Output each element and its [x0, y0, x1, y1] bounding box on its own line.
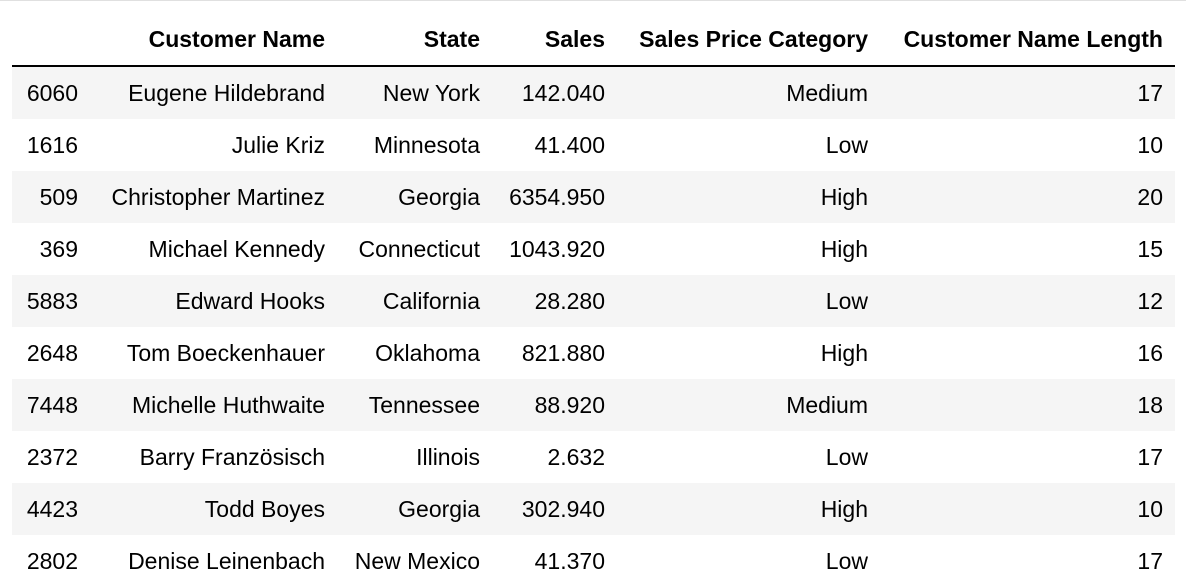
- cell-sales: 2.632: [492, 431, 617, 483]
- cell-customer-name: Christopher Martinez: [90, 171, 337, 223]
- cell-sales: 41.400: [492, 119, 617, 171]
- row-index: 2372: [12, 431, 90, 483]
- row-index: 1616: [12, 119, 90, 171]
- table-body: 6060 Eugene Hildebrand New York 142.040 …: [12, 66, 1175, 587]
- cell-customer-name: Edward Hooks: [90, 275, 337, 327]
- table-row: 6060 Eugene Hildebrand New York 142.040 …: [12, 66, 1175, 119]
- cell-sales: 1043.920: [492, 223, 617, 275]
- cell-customer-name-length: 18: [880, 379, 1175, 431]
- row-index: 4423: [12, 483, 90, 535]
- cell-state: New Mexico: [337, 535, 492, 587]
- row-index: 369: [12, 223, 90, 275]
- cell-sales-price-category: High: [617, 223, 880, 275]
- cell-customer-name: Julie Kriz: [90, 119, 337, 171]
- cell-sales-price-category: Low: [617, 431, 880, 483]
- row-index: 5883: [12, 275, 90, 327]
- cell-customer-name: Michelle Huthwaite: [90, 379, 337, 431]
- cell-sales-price-category: High: [617, 483, 880, 535]
- cell-state: Connecticut: [337, 223, 492, 275]
- table-row: 509 Christopher Martinez Georgia 6354.95…: [12, 171, 1175, 223]
- cell-customer-name: Michael Kennedy: [90, 223, 337, 275]
- table-row: 2648 Tom Boeckenhauer Oklahoma 821.880 H…: [12, 327, 1175, 379]
- cell-sales: 6354.950: [492, 171, 617, 223]
- table-row: 7448 Michelle Huthwaite Tennessee 88.920…: [12, 379, 1175, 431]
- header-customer-name: Customer Name: [90, 13, 337, 67]
- cell-customer-name: Todd Boyes: [90, 483, 337, 535]
- cell-sales: 821.880: [492, 327, 617, 379]
- table-row: 1616 Julie Kriz Minnesota 41.400 Low 10: [12, 119, 1175, 171]
- table-row: 4423 Todd Boyes Georgia 302.940 High 10: [12, 483, 1175, 535]
- cell-sales: 88.920: [492, 379, 617, 431]
- cell-customer-name: Tom Boeckenhauer: [90, 327, 337, 379]
- cell-state: Georgia: [337, 483, 492, 535]
- cell-customer-name-length: 15: [880, 223, 1175, 275]
- cell-customer-name-length: 10: [880, 119, 1175, 171]
- cell-customer-name-length: 12: [880, 275, 1175, 327]
- cell-sales-price-category: High: [617, 327, 880, 379]
- cell-sales: 302.940: [492, 483, 617, 535]
- cell-sales: 28.280: [492, 275, 617, 327]
- header-sales: Sales: [492, 13, 617, 67]
- cell-customer-name: Denise Leinenbach: [90, 535, 337, 587]
- dataframe-table: Customer Name State Sales Sales Price Ca…: [12, 13, 1175, 587]
- table-row: 2802 Denise Leinenbach New Mexico 41.370…: [12, 535, 1175, 587]
- cell-state: Tennessee: [337, 379, 492, 431]
- cell-state: New York: [337, 66, 492, 119]
- cell-sales: 41.370: [492, 535, 617, 587]
- cell-customer-name-length: 17: [880, 66, 1175, 119]
- cell-state: Oklahoma: [337, 327, 492, 379]
- cell-sales-price-category: Medium: [617, 66, 880, 119]
- row-index: 2648: [12, 327, 90, 379]
- cell-customer-name: Barry Französisch: [90, 431, 337, 483]
- row-index: 7448: [12, 379, 90, 431]
- table-row: 5883 Edward Hooks California 28.280 Low …: [12, 275, 1175, 327]
- cell-customer-name-length: 10: [880, 483, 1175, 535]
- table-row: 369 Michael Kennedy Connecticut 1043.920…: [12, 223, 1175, 275]
- row-index: 6060: [12, 66, 90, 119]
- cell-customer-name-length: 17: [880, 535, 1175, 587]
- cell-state: California: [337, 275, 492, 327]
- cell-state: Minnesota: [337, 119, 492, 171]
- cell-customer-name-length: 17: [880, 431, 1175, 483]
- cell-state: Georgia: [337, 171, 492, 223]
- cell-customer-name-length: 16: [880, 327, 1175, 379]
- header-state: State: [337, 13, 492, 67]
- cell-customer-name-length: 20: [880, 171, 1175, 223]
- cell-sales-price-category: Low: [617, 535, 880, 587]
- cell-sales: 142.040: [492, 66, 617, 119]
- cell-customer-name: Eugene Hildebrand: [90, 66, 337, 119]
- cell-sales-price-category: Low: [617, 275, 880, 327]
- header-customer-name-length: Customer Name Length: [880, 13, 1175, 67]
- header-row: Customer Name State Sales Sales Price Ca…: [12, 13, 1175, 67]
- table-row: 2372 Barry Französisch Illinois 2.632 Lo…: [12, 431, 1175, 483]
- cell-sales-price-category: Medium: [617, 379, 880, 431]
- table-header: Customer Name State Sales Sales Price Ca…: [12, 13, 1175, 67]
- header-sales-price-category: Sales Price Category: [617, 13, 880, 67]
- header-index: [12, 13, 90, 67]
- row-index: 2802: [12, 535, 90, 587]
- cell-sales-price-category: Low: [617, 119, 880, 171]
- cell-sales-price-category: High: [617, 171, 880, 223]
- cell-state: Illinois: [337, 431, 492, 483]
- row-index: 509: [12, 171, 90, 223]
